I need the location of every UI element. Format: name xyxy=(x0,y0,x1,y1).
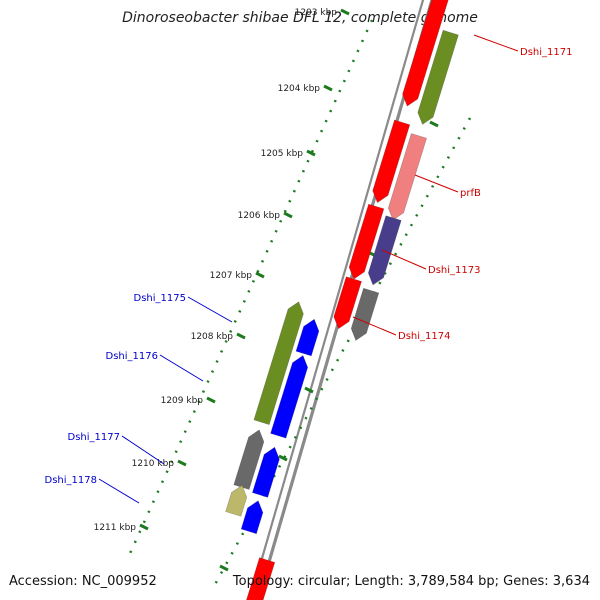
gene-arrow xyxy=(253,301,304,425)
ruler-major-tick xyxy=(206,396,216,404)
gene-arrow xyxy=(252,446,280,498)
ruler-tick-label: 1206 kbp xyxy=(238,211,281,221)
ruler-tick-label: 1205 kbp xyxy=(261,149,304,159)
gene-label: Dshi_1178 xyxy=(45,475,97,486)
gene-arrow xyxy=(348,203,385,280)
gene-arrow xyxy=(246,557,276,600)
gene-label-leader xyxy=(98,478,140,504)
backbone-arc-inner xyxy=(248,0,425,600)
gene-label-leader xyxy=(159,354,204,382)
ruler-major-tick xyxy=(283,211,293,219)
gene-arrow xyxy=(225,484,248,517)
gene-label-leader xyxy=(473,34,519,52)
gene-label-leader xyxy=(352,316,397,336)
ruler-tick-label: 1210 kbp xyxy=(132,459,175,469)
ruler-outer-major-tick xyxy=(219,564,229,572)
gene-arrow xyxy=(270,355,309,439)
ruler-outer-major-tick xyxy=(429,120,439,128)
gene-label-leader xyxy=(414,174,459,193)
ruler-outer-major-tick xyxy=(304,386,314,394)
gene-label: Dshi_1176 xyxy=(106,351,158,362)
ruler-tick-label: 1209 kbp xyxy=(161,396,204,406)
gene-arrow xyxy=(387,133,427,221)
ruler-major-tick xyxy=(177,459,187,467)
ruler-tick-label: 1207 kbp xyxy=(210,271,253,281)
gene-label-leader xyxy=(187,296,233,323)
ruler-major-tick xyxy=(236,332,246,340)
gene-arrow xyxy=(372,119,411,204)
ruler-major-tick xyxy=(139,523,149,531)
ruler-major-tick xyxy=(306,149,316,157)
gene-arrow xyxy=(402,0,449,107)
gene-label: prfB xyxy=(460,188,481,199)
ruler-outer-dots xyxy=(210,117,472,591)
ruler-tick-label: 1204 kbp xyxy=(278,84,321,94)
gene-arrow xyxy=(240,500,264,535)
gene-label: Dshi_1171 xyxy=(520,47,572,58)
map-title: Dinoroseobacter shibae DFL 12, complete … xyxy=(122,10,478,26)
gene-label-leader xyxy=(381,249,427,270)
ruler-outer-major-tick xyxy=(278,454,288,462)
ruler-tick-label: 1208 kbp xyxy=(191,332,234,342)
gene-arrow xyxy=(367,215,402,286)
topology-text: Topology: circular; Length: 3,789,584 bp… xyxy=(232,574,590,589)
gene-label-leader xyxy=(121,435,165,465)
gene-label: Dshi_1173 xyxy=(428,265,480,276)
gene-arrow xyxy=(295,318,320,357)
gene-label: Dshi_1177 xyxy=(68,432,120,443)
accession-text: Accession: NC_009952 xyxy=(9,574,157,589)
ruler-tick-label: 1211 kbp xyxy=(94,523,137,533)
gene-label: Dshi_1175 xyxy=(134,293,186,304)
ruler-major-tick xyxy=(255,271,265,279)
ruler-major-tick xyxy=(340,8,350,16)
gene-arrow xyxy=(350,287,380,341)
ruler-major-tick xyxy=(323,84,333,92)
ruler-tick-label: 1203 kbp xyxy=(295,8,338,18)
gene-arrow xyxy=(333,276,362,330)
gene-arrow xyxy=(417,29,459,125)
gene-label: Dshi_1174 xyxy=(398,331,450,342)
